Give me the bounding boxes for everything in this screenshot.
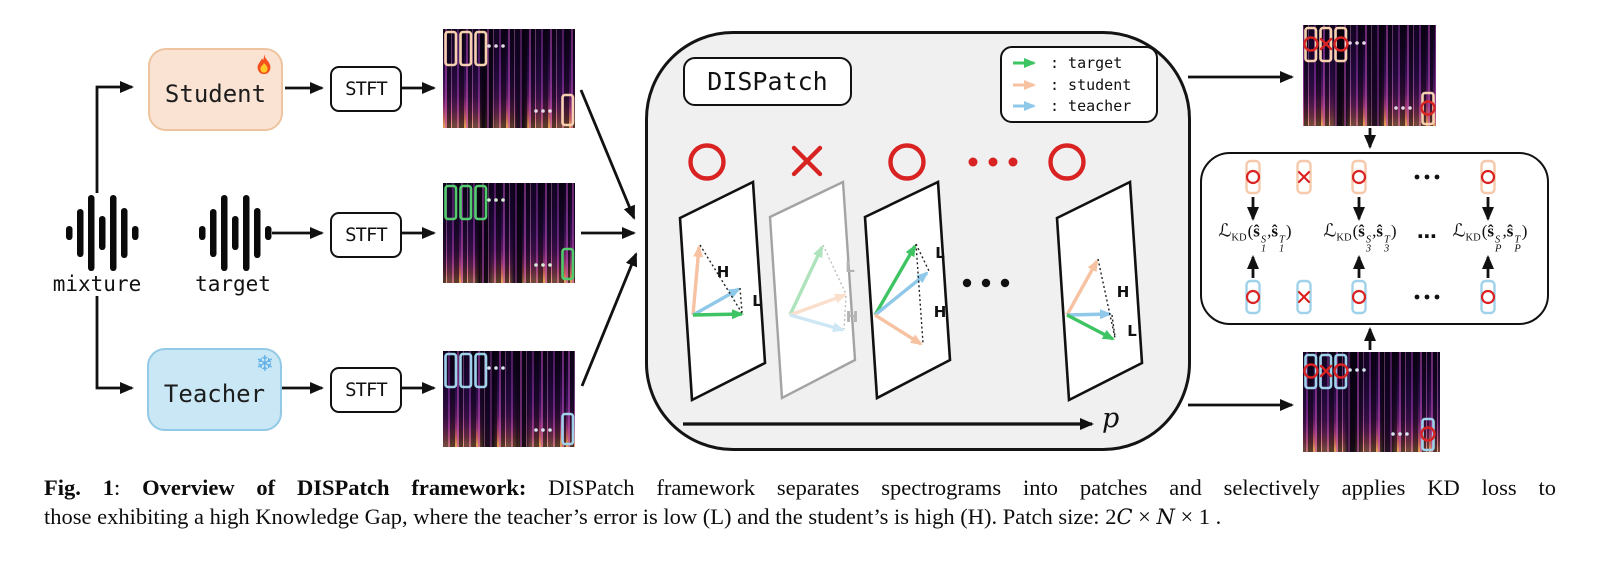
caption-title: Overview of DISPatch framework: — [142, 475, 527, 500]
legend-label: : target — [1050, 53, 1123, 72]
stft-box-teacher: STFT — [330, 367, 402, 413]
stft-box-target: STFT — [330, 212, 402, 258]
student-selected-spectrogram — [1303, 25, 1436, 126]
mixture-label: mixture — [52, 272, 142, 296]
student-spec-to-dispatch-arrow — [579, 89, 636, 220]
teacher-label: Teacher — [163, 379, 266, 408]
target-spectrogram — [443, 183, 575, 283]
mixture-to-teacher-arrow — [95, 296, 134, 394]
mixture-to-student-arrow — [95, 81, 134, 193]
student-arrow-icon — [1013, 79, 1036, 90]
target-arrow-icon — [1013, 57, 1036, 68]
caption-line-2: those exhibiting a high Knowledge Gap, w… — [44, 504, 1222, 529]
target-label: target — [195, 272, 271, 296]
legend-row-teacher: : teacher — [1011, 97, 1156, 115]
figure-caption: Fig. 1: Overview of DISPatch framework: … — [44, 473, 1556, 532]
teacher-spec-to-dispatch-arrow — [580, 252, 638, 387]
legend-label: : student — [1050, 75, 1132, 94]
snowflake-icon: ❄ — [255, 352, 274, 377]
patch-axis-label: p — [1102, 403, 1120, 434]
fire-icon — [257, 54, 271, 75]
caption-fig-label: Fig. 1 — [44, 475, 114, 500]
teacher-spectrogram — [443, 351, 575, 447]
caption-line-1: Fig. 1: Overview of DISPatch framework: … — [44, 475, 1556, 500]
student-model-box: Student — [148, 48, 283, 131]
target-waveform-icon — [199, 195, 272, 271]
legend-box: : target : student : teacher — [1000, 46, 1158, 123]
kd-loss-formula-1: ℒKD(ŝ S 1 ,ŝ T 1) — [1218, 220, 1292, 255]
teacher-arrow-icon — [1013, 101, 1036, 112]
stft-label: STFT — [345, 78, 388, 100]
stft-label: STFT — [345, 379, 388, 401]
teacher-model-box: Teacher ❄ — [147, 348, 282, 431]
kd-loss-formula-p: ℒKD(ŝ S P ,ŝ T P) — [1452, 220, 1528, 255]
dispatch-title: DISPatch — [707, 67, 828, 96]
loss-symbol: ℒ — [1218, 220, 1232, 242]
kd-loss-formula-3: ℒKD(ŝ S 3 ,ŝ T 3) — [1323, 220, 1397, 255]
teacher-selected-spectrogram — [1303, 352, 1440, 452]
formula-ellipsis: ⋯ — [1417, 224, 1437, 248]
student-label: Student — [164, 79, 267, 108]
stft-label: STFT — [345, 224, 388, 246]
mixture-waveform-icon — [66, 195, 139, 271]
student-spectrogram — [443, 29, 575, 128]
legend-row-target: : target — [1011, 54, 1156, 72]
dispatch-title-box: DISPatch — [683, 57, 852, 106]
stft-box-student: STFT — [330, 66, 402, 112]
legend-label: : teacher — [1050, 97, 1132, 116]
legend-row-student: : student — [1011, 76, 1156, 94]
